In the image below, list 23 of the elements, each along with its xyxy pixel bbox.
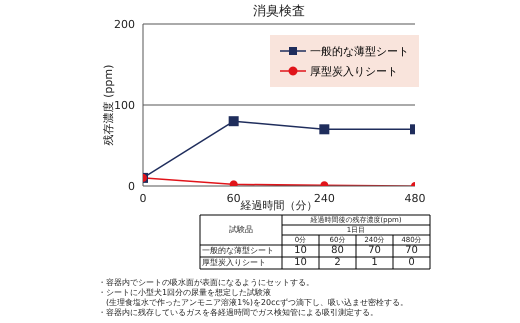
x-tick-label: 480 [404,192,426,205]
text: ・シートに小型犬1回分の尿量を想定した試験液 (生理食塩水で作ったアンモニア溶液1%)を20ccずつ滴下し、吸い込ませ密栓する。 [98,288,408,308]
legend-label: 一般的な薄型シート [310,44,409,58]
data-label: 10 [293,245,308,257]
data-label: 70 [404,245,419,257]
data-label: 70 [367,245,382,257]
y-tick-label: 200 [114,18,135,31]
data-label: 10 [293,257,308,269]
x-tick-label: 0 [140,192,146,205]
data-label: 2 [333,257,342,269]
x-tick-label: 240 [314,192,335,205]
data-label: 1 [370,257,379,269]
text: ・容器内でシートの吸水面が表面になるようにセットする。 [98,278,315,288]
y-tick-label: 0 [128,180,135,193]
y-tick-label: 100 [114,98,135,112]
x-tick-label: 60 [226,192,241,205]
chart-title: 消臭検査 [252,3,306,20]
data-label: 80 [330,245,345,257]
legend-label: 厚型炭入りシート [310,64,398,78]
text: ・容器内に残存しているガスを各経過時間でガス検知管による吸引測定する。 [98,308,379,318]
y-axis-title: 試験品 [228,224,254,236]
data-label: 0 [407,257,416,269]
y-axis-title: 残存濃度 (ppm) [102,64,115,146]
